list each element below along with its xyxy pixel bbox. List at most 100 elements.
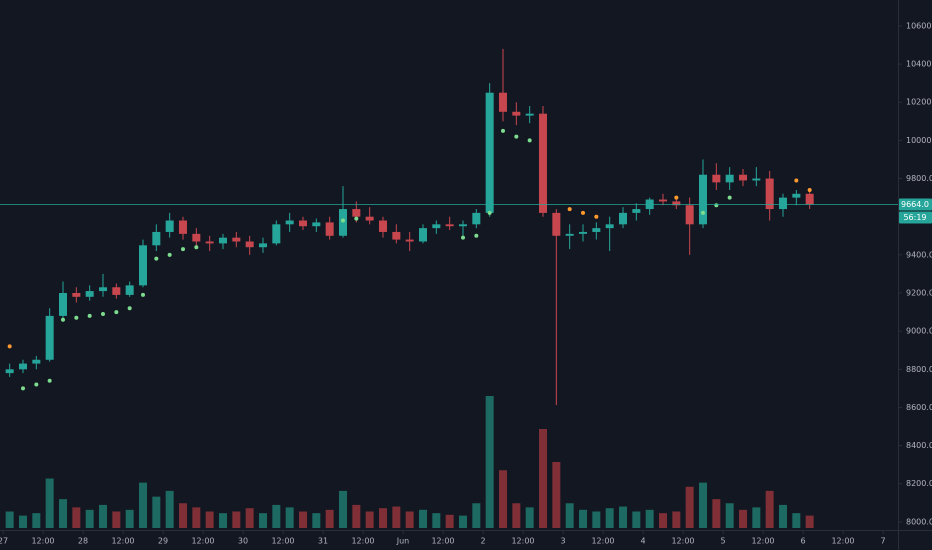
- x-tick-label: 12:00: [111, 537, 134, 546]
- candle-body: [539, 113, 547, 213]
- candle-body: [779, 197, 787, 210]
- volume-bar: [725, 503, 734, 528]
- volume-bar: [765, 490, 774, 528]
- x-tick-label: 12:00: [831, 537, 854, 546]
- volume-bar: [472, 503, 481, 528]
- volume-bar: [285, 507, 294, 528]
- candle-body: [32, 359, 41, 364]
- volume-bar: [352, 504, 361, 528]
- candle-body: [192, 233, 201, 242]
- volume-bar: [499, 470, 507, 528]
- x-tick-label: 12:00: [31, 537, 54, 546]
- x-tick-label: 30: [238, 537, 248, 546]
- y-tick-label: 9800.0: [906, 174, 932, 183]
- volume-bar: [45, 478, 54, 528]
- volume-bar: [59, 499, 67, 528]
- candle-body: [765, 178, 774, 210]
- x-tick-label: 5: [720, 537, 725, 546]
- candle-body: [499, 92, 507, 112]
- sar-dot: [21, 386, 25, 391]
- candle-body: [179, 220, 187, 234]
- sar-dot: [487, 210, 492, 215]
- candle-body: [45, 315, 54, 360]
- candle-body: [72, 292, 81, 297]
- candle-body: [579, 231, 587, 234]
- y-tick-label: 8600.0: [906, 403, 932, 412]
- volume-bar: [259, 513, 267, 528]
- sar-dot: [794, 178, 799, 183]
- sar-dot: [74, 315, 79, 320]
- x-tick-label: 28: [78, 537, 88, 546]
- sar-dot: [181, 247, 185, 252]
- sar-dot: [87, 313, 92, 318]
- sar-dot: [594, 214, 599, 219]
- candle-body: [432, 224, 441, 229]
- candle-body: [245, 241, 254, 248]
- candle-body: [592, 228, 601, 232]
- volume-bar: [752, 507, 761, 528]
- candle-body: [125, 285, 134, 295]
- volume-bar: [525, 507, 534, 528]
- sar-dot: [141, 292, 145, 297]
- sar-dot: [114, 310, 119, 315]
- sar-dot: [194, 245, 199, 250]
- volume-bar: [139, 482, 147, 528]
- candle-body: [739, 174, 747, 181]
- y-tick-label: 10400.0: [906, 60, 932, 69]
- candle-body: [552, 212, 561, 236]
- candle-body: [725, 174, 734, 183]
- x-tick-label: 4: [640, 537, 645, 546]
- sar-dot: [461, 235, 465, 240]
- candle-body: [232, 237, 241, 242]
- x-tick-label: 31: [318, 537, 328, 546]
- y-tick-label: 8000.0: [906, 517, 932, 526]
- y-tick-label: 9400.0: [906, 250, 932, 259]
- x-tick-label: 7: [880, 537, 885, 546]
- volume-bar: [245, 508, 254, 528]
- volume-bar: [459, 515, 467, 528]
- sar-dot: [127, 306, 132, 311]
- candle-body: [112, 287, 121, 295]
- y-tick-label: 9000.0: [906, 327, 932, 336]
- volume-bar: [125, 509, 134, 528]
- candle-body: [525, 113, 534, 116]
- volume-bar: [419, 509, 427, 528]
- volume-bar: [432, 513, 441, 528]
- x-tick-label: 12:00: [751, 537, 774, 546]
- candle-body: [512, 111, 521, 116]
- volume-bar: [792, 513, 801, 528]
- volume-bar: [659, 513, 667, 528]
- x-tick-label: 12:00: [511, 537, 534, 546]
- sar-dot: [701, 210, 705, 215]
- y-tick-label: 8200.0: [906, 479, 932, 488]
- candle-body: [272, 224, 281, 244]
- volume-bar: [552, 462, 561, 528]
- volume-bar: [779, 504, 787, 528]
- candle-body: [632, 209, 641, 213]
- sar-dot: [474, 233, 479, 238]
- candle-body: [139, 245, 147, 286]
- volume-bar: [805, 515, 814, 528]
- last-price-box: [899, 198, 932, 211]
- sar-dot: [807, 187, 812, 192]
- x-tick-label: Jun: [396, 537, 410, 546]
- candle-body: [419, 228, 427, 242]
- candle-body: [59, 292, 67, 316]
- volume-bar: [219, 513, 227, 528]
- candle-body: [805, 193, 814, 205]
- volume-bar: [712, 499, 721, 528]
- volume-bar: [579, 509, 587, 528]
- candle-body: [365, 216, 374, 221]
- volume-bar: [739, 509, 747, 528]
- candle-body: [459, 224, 467, 227]
- candle-body: [752, 178, 761, 181]
- sar-dot: [167, 252, 172, 257]
- volume-bar: [485, 396, 494, 528]
- candle-body: [5, 369, 14, 374]
- sar-dot: [727, 195, 732, 200]
- volume-bar: [392, 506, 401, 528]
- candle-body: [19, 363, 27, 370]
- volume-bar: [85, 509, 94, 528]
- volume-bar: [685, 486, 694, 528]
